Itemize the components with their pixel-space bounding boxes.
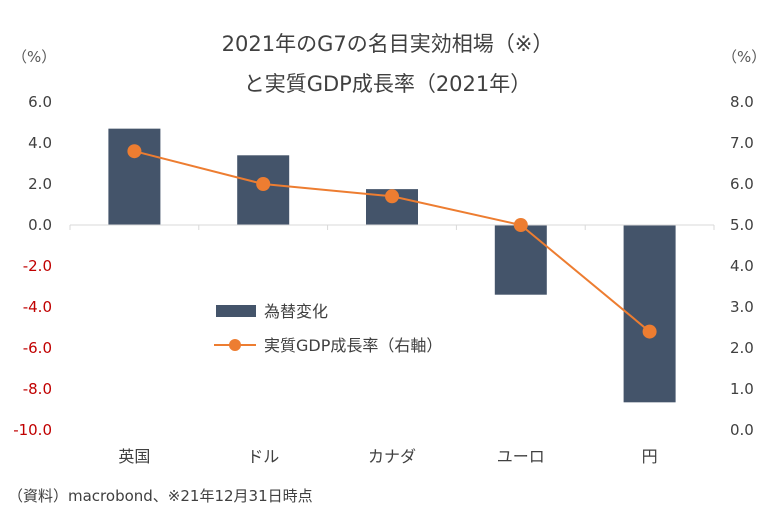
right-axis-unit: （%） xyxy=(722,48,767,66)
left-axis-tick-label: 6.0 xyxy=(28,93,52,111)
left-axis-tick-label: 4.0 xyxy=(28,134,52,152)
left-axis-tick-label: -8.0 xyxy=(23,380,52,398)
x-axis-labels: 英国 ドル カナダ ユーロ 円 xyxy=(118,447,657,466)
x-axis-label: 円 xyxy=(642,447,658,466)
legend-line-marker xyxy=(229,339,241,351)
chart-title-line-1: 2021年のG7の名目実効相場（※） xyxy=(221,32,554,56)
x-axis-label: 英国 xyxy=(118,447,150,466)
gdp-point-2 xyxy=(256,177,271,191)
gdp-point-1 xyxy=(127,144,142,159)
right-axis-tick-label: 3.0 xyxy=(730,298,754,316)
left-axis-tick-label: -10.0 xyxy=(13,421,52,439)
gdp-point-3 xyxy=(385,189,399,204)
right-axis-tick-label: 2.0 xyxy=(730,339,754,357)
legend-line-label: 実質GDP成長率（右軸） xyxy=(264,336,442,355)
legend-bar-swatch xyxy=(216,305,256,317)
right-axis-tick-label: 7.0 xyxy=(730,134,754,152)
x-axis-label: ドル xyxy=(247,447,279,466)
legend-bar-label: 為替変化 xyxy=(264,302,328,321)
x-axis-label: カナダ xyxy=(368,447,416,466)
left-axis-tick-label: -2.0 xyxy=(23,257,52,275)
left-axis-unit: （%） xyxy=(12,48,57,66)
left-axis-tick-label: 2.0 xyxy=(28,175,52,193)
bar-series xyxy=(108,128,676,403)
source-note: （資料）macrobond、※21年12月31日時点 xyxy=(8,487,313,505)
right-axis-tick-label: 8.0 xyxy=(730,93,754,111)
line-series xyxy=(127,144,657,339)
left-axis-tick-label: 0.0 xyxy=(28,216,52,234)
left-axis-tick-label: -6.0 xyxy=(23,339,52,357)
gdp-line xyxy=(134,150,651,333)
gdp-point-5 xyxy=(642,324,657,339)
right-axis-tick-label: 6.0 xyxy=(730,175,754,193)
bar-1 xyxy=(108,128,161,225)
right-axis-tick-label: 0.0 xyxy=(730,421,754,439)
bar-5 xyxy=(623,225,676,403)
bar-4 xyxy=(494,225,547,295)
chart-title-line-2: と実質GDP成長率（2021年） xyxy=(243,72,532,96)
right-axis-ticks: 8.0 7.0 6.0 5.0 4.0 3.0 2.0 1.0 0.0 xyxy=(730,93,754,439)
x-axis-label: ユーロ xyxy=(497,447,545,466)
left-axis-tick-label: -4.0 xyxy=(23,298,52,316)
gdp-point-4 xyxy=(513,218,528,232)
right-axis-tick-label: 4.0 xyxy=(730,257,754,275)
right-axis-tick-label: 1.0 xyxy=(730,380,754,398)
x-axis-tick-marks xyxy=(69,225,715,230)
right-axis-tick-label: 5.0 xyxy=(730,216,754,234)
left-axis-ticks: 6.0 4.0 2.0 0.0 -2.0 -4.0 -6.0 -8.0 -10.0 xyxy=(13,93,52,439)
